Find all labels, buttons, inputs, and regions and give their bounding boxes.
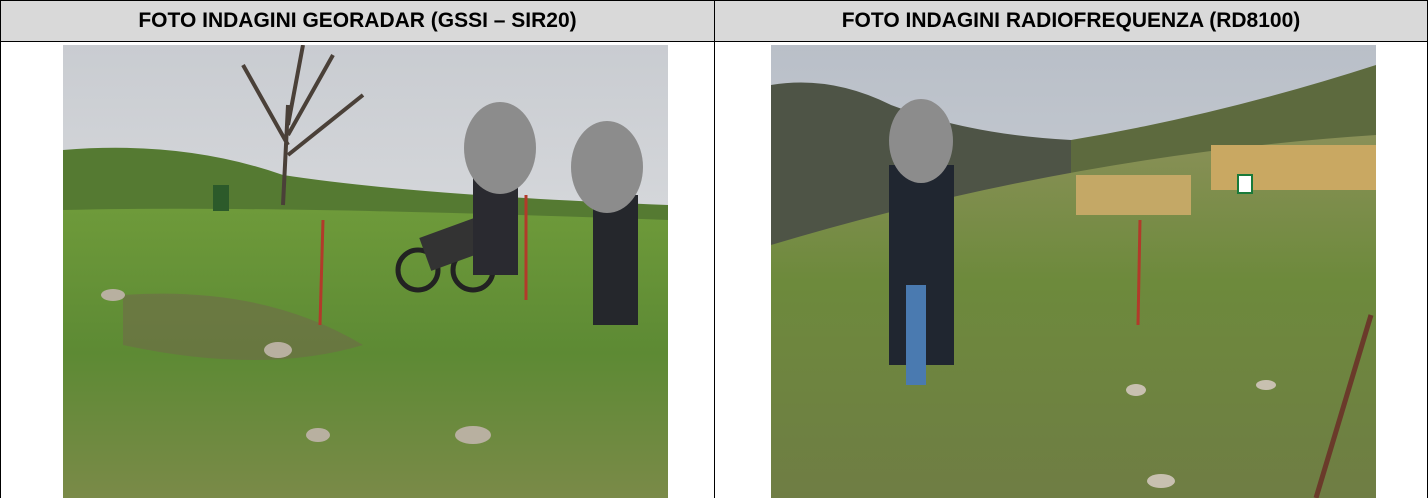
column-header: FOTO INDAGINI RADIOFREQUENZA (RD8100) [714, 0, 1428, 42]
photo-georadar [63, 45, 668, 498]
photo-radiofrequency [771, 45, 1376, 498]
column-header: FOTO INDAGINI GEORADAR (GSSI – SIR20) [0, 0, 715, 42]
document: FOTO INDAGINI GEORADAR (GSSI – SIR20) FO… [0, 0, 1428, 498]
